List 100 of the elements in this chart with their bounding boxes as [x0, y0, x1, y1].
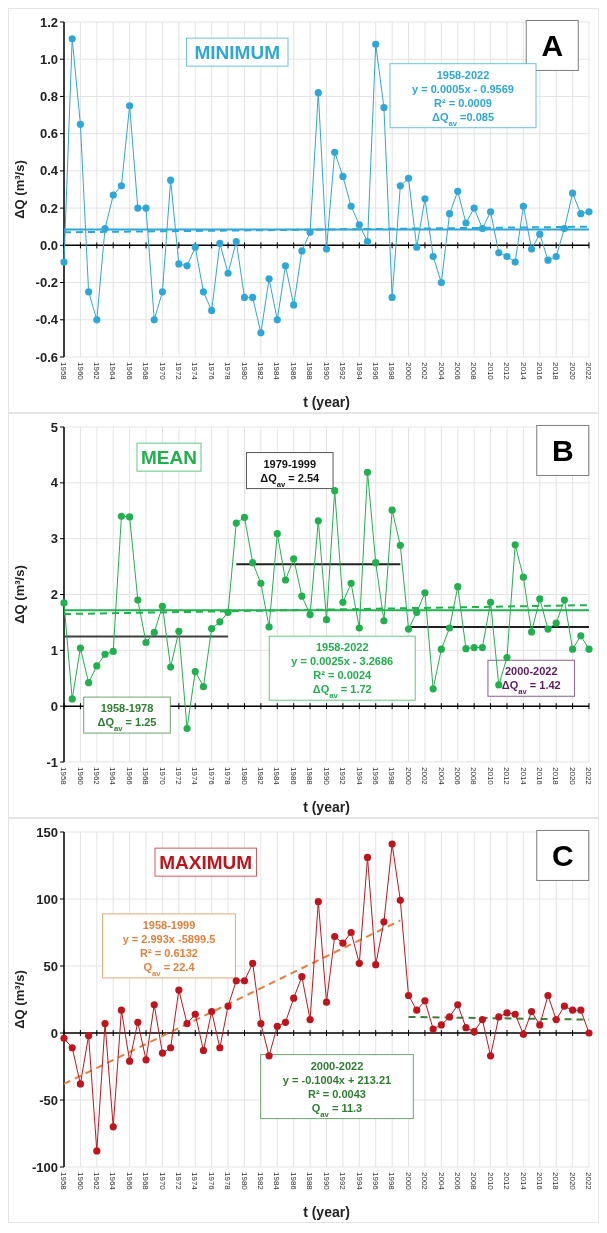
x-tick-label: 2000 — [403, 767, 413, 786]
y-tick-label: 1.0 — [39, 51, 58, 67]
x-tick-label: 1966 — [124, 1172, 134, 1191]
y-tick-label: 50 — [43, 958, 58, 974]
x-axis-title: t (year) — [303, 1204, 350, 1220]
x-tick-label: 2020 — [567, 767, 577, 786]
x-tick-label: 1972 — [174, 767, 184, 786]
y-tick-label: 0.6 — [39, 126, 58, 142]
x-tick-label: 1978 — [223, 362, 233, 381]
x-tick-label: 1980 — [239, 767, 249, 786]
x-tick-label: 1980 — [239, 1172, 249, 1191]
x-tick-label: 1958 — [59, 1172, 69, 1191]
x-tick-label: 1982 — [256, 362, 266, 381]
x-tick-label: 1976 — [206, 767, 216, 786]
x-tick-label: 1968 — [141, 767, 151, 786]
x-tick-label: 1984 — [272, 767, 282, 786]
x-tick-label: 1996 — [370, 1172, 380, 1191]
x-tick-label: 1986 — [288, 767, 298, 786]
x-tick-label: 2020 — [567, 1172, 577, 1191]
x-tick-label: 2010 — [485, 1172, 495, 1191]
x-tick-label: 1988 — [305, 767, 315, 786]
y-tick-label: 0.0 — [39, 237, 58, 253]
x-tick-label: 1996 — [370, 362, 380, 381]
x-tick-label: 1976 — [206, 1172, 216, 1191]
y-tick-label: 0.2 — [39, 200, 58, 216]
x-tick-label: 1996 — [370, 767, 380, 786]
x-tick-label: 1966 — [124, 767, 134, 786]
x-tick-label: 2012 — [502, 362, 512, 381]
y-axis-title: ΔQ (m³/s) — [12, 970, 27, 1029]
x-tick-label: 2006 — [452, 1172, 462, 1191]
x-tick-label: 2012 — [502, 1172, 512, 1191]
x-tick-label: 1974 — [190, 767, 200, 786]
annotation: 1958-1978 ΔQ$_{av}$ = 1.25 — [97, 702, 157, 733]
x-tick-label: 2006 — [452, 362, 462, 381]
x-tick-label: 1982 — [256, 767, 266, 786]
x-tick-label: 1962 — [92, 767, 102, 786]
x-tick-label: 1962 — [92, 362, 102, 381]
x-tick-label: 2004 — [436, 362, 446, 381]
x-tick-label: 1970 — [157, 1172, 167, 1191]
note-box: 1958-2022 y = 0.0025x - 3.2686 R² = 0.0024 ΔQ$_{av}$ = 1.72 — [268, 635, 416, 701]
annotation: 2000-2022 ΔQ$_{av}$ = 1.42 — [501, 665, 561, 696]
x-tick-label: 2014 — [518, 767, 528, 786]
y-tick-label: 100 — [36, 891, 58, 907]
note-box: B — [536, 424, 590, 476]
x-tick-label: 1960 — [75, 1172, 85, 1191]
annotation: C — [551, 839, 574, 873]
x-tick-label: 1990 — [321, 767, 331, 786]
x-tick-label: 1960 — [75, 362, 85, 381]
y-tick-label: 3 — [50, 531, 58, 547]
x-tick-label: 2020 — [567, 362, 577, 381]
note-box: 1979-1999 ΔQ$_{av}$ = 2.54 — [245, 452, 334, 490]
x-tick-label: 1974 — [190, 362, 200, 381]
x-tick-label: 2006 — [452, 767, 462, 786]
x-tick-label: 1962 — [92, 1172, 102, 1191]
x-tick-label: 1984 — [272, 1172, 282, 1191]
x-tick-label: 1972 — [174, 362, 184, 381]
x-tick-label: 1970 — [157, 362, 167, 381]
x-tick-label: 2008 — [469, 1172, 479, 1191]
y-tick-label: 1 — [50, 642, 58, 658]
x-tick-label: 1974 — [190, 1172, 200, 1191]
x-tick-label: 1968 — [141, 362, 151, 381]
x-tick-label: 1992 — [338, 362, 348, 381]
x-tick-label: 1982 — [256, 1172, 266, 1191]
note-box: 2000-2022 y = -0.1004x + 213.21 R² = 0.0043 Q$_{av}$ = 11.3 — [260, 1054, 414, 1120]
x-tick-label: 2004 — [436, 767, 446, 786]
annotation: 1958-1999 y = 2.993x -5899.5 R² = 0.6132 Q$_{av}$ = 22.4 — [122, 918, 216, 978]
title-box: MINIMUM — [186, 37, 289, 67]
y-tick-label: 0.8 — [39, 88, 58, 104]
x-tick-label: 1986 — [288, 362, 298, 381]
x-tick-label: 1986 — [288, 1172, 298, 1191]
x-tick-label: 2010 — [485, 767, 495, 786]
x-tick-label: 1980 — [239, 362, 249, 381]
annotation: 2000-2022 y = -0.1004x + 213.21 R² = 0.0043 Q$_{av}$ = 11.3 — [282, 1059, 392, 1119]
x-tick-label: 2002 — [420, 1172, 430, 1191]
annotation: B — [551, 434, 574, 468]
note-box: 1958-1978 ΔQ$_{av}$ = 1.25 — [83, 696, 171, 734]
x-tick-label: 2000 — [403, 1172, 413, 1191]
y-axis-title: ΔQ (m³/s) — [12, 160, 27, 219]
x-tick-label: 1964 — [108, 1172, 118, 1191]
x-tick-label: 1998 — [387, 362, 397, 381]
y-tick-label: -50 — [39, 1092, 58, 1108]
x-tick-label: 2016 — [534, 1172, 544, 1191]
title-box: MEAN — [136, 442, 202, 472]
note-box: 1958-1999 y = 2.993x -5899.5 R² = 0.6132 Q$_{av}$ = 22.4 — [102, 913, 236, 979]
x-tick-label: 2008 — [469, 362, 479, 381]
x-tick-label: 2004 — [436, 1172, 446, 1191]
y-tick-label: 150 — [36, 824, 58, 840]
y-axis-title: ΔQ (m³/s) — [12, 565, 27, 624]
x-tick-label: 1964 — [108, 362, 118, 381]
x-tick-label: 1994 — [354, 362, 364, 381]
note-box: A — [525, 19, 579, 71]
x-tick-label: 1960 — [75, 767, 85, 786]
x-tick-label: 2016 — [534, 362, 544, 381]
y-tick-label: -1 — [46, 754, 58, 770]
x-tick-label: 2022 — [584, 1172, 594, 1191]
x-tick-label: 1958 — [59, 362, 69, 381]
annotation: 1979-1999 ΔQ$_{av}$ = 2.54 — [260, 457, 321, 489]
x-tick-label: 2012 — [502, 767, 512, 786]
note-box: 1958-2022 y = 0.0005x - 0.9569 R² = 0.0009 ΔQ$_{av}$ =0.085 — [389, 63, 537, 129]
x-tick-label: 1998 — [387, 1172, 397, 1191]
